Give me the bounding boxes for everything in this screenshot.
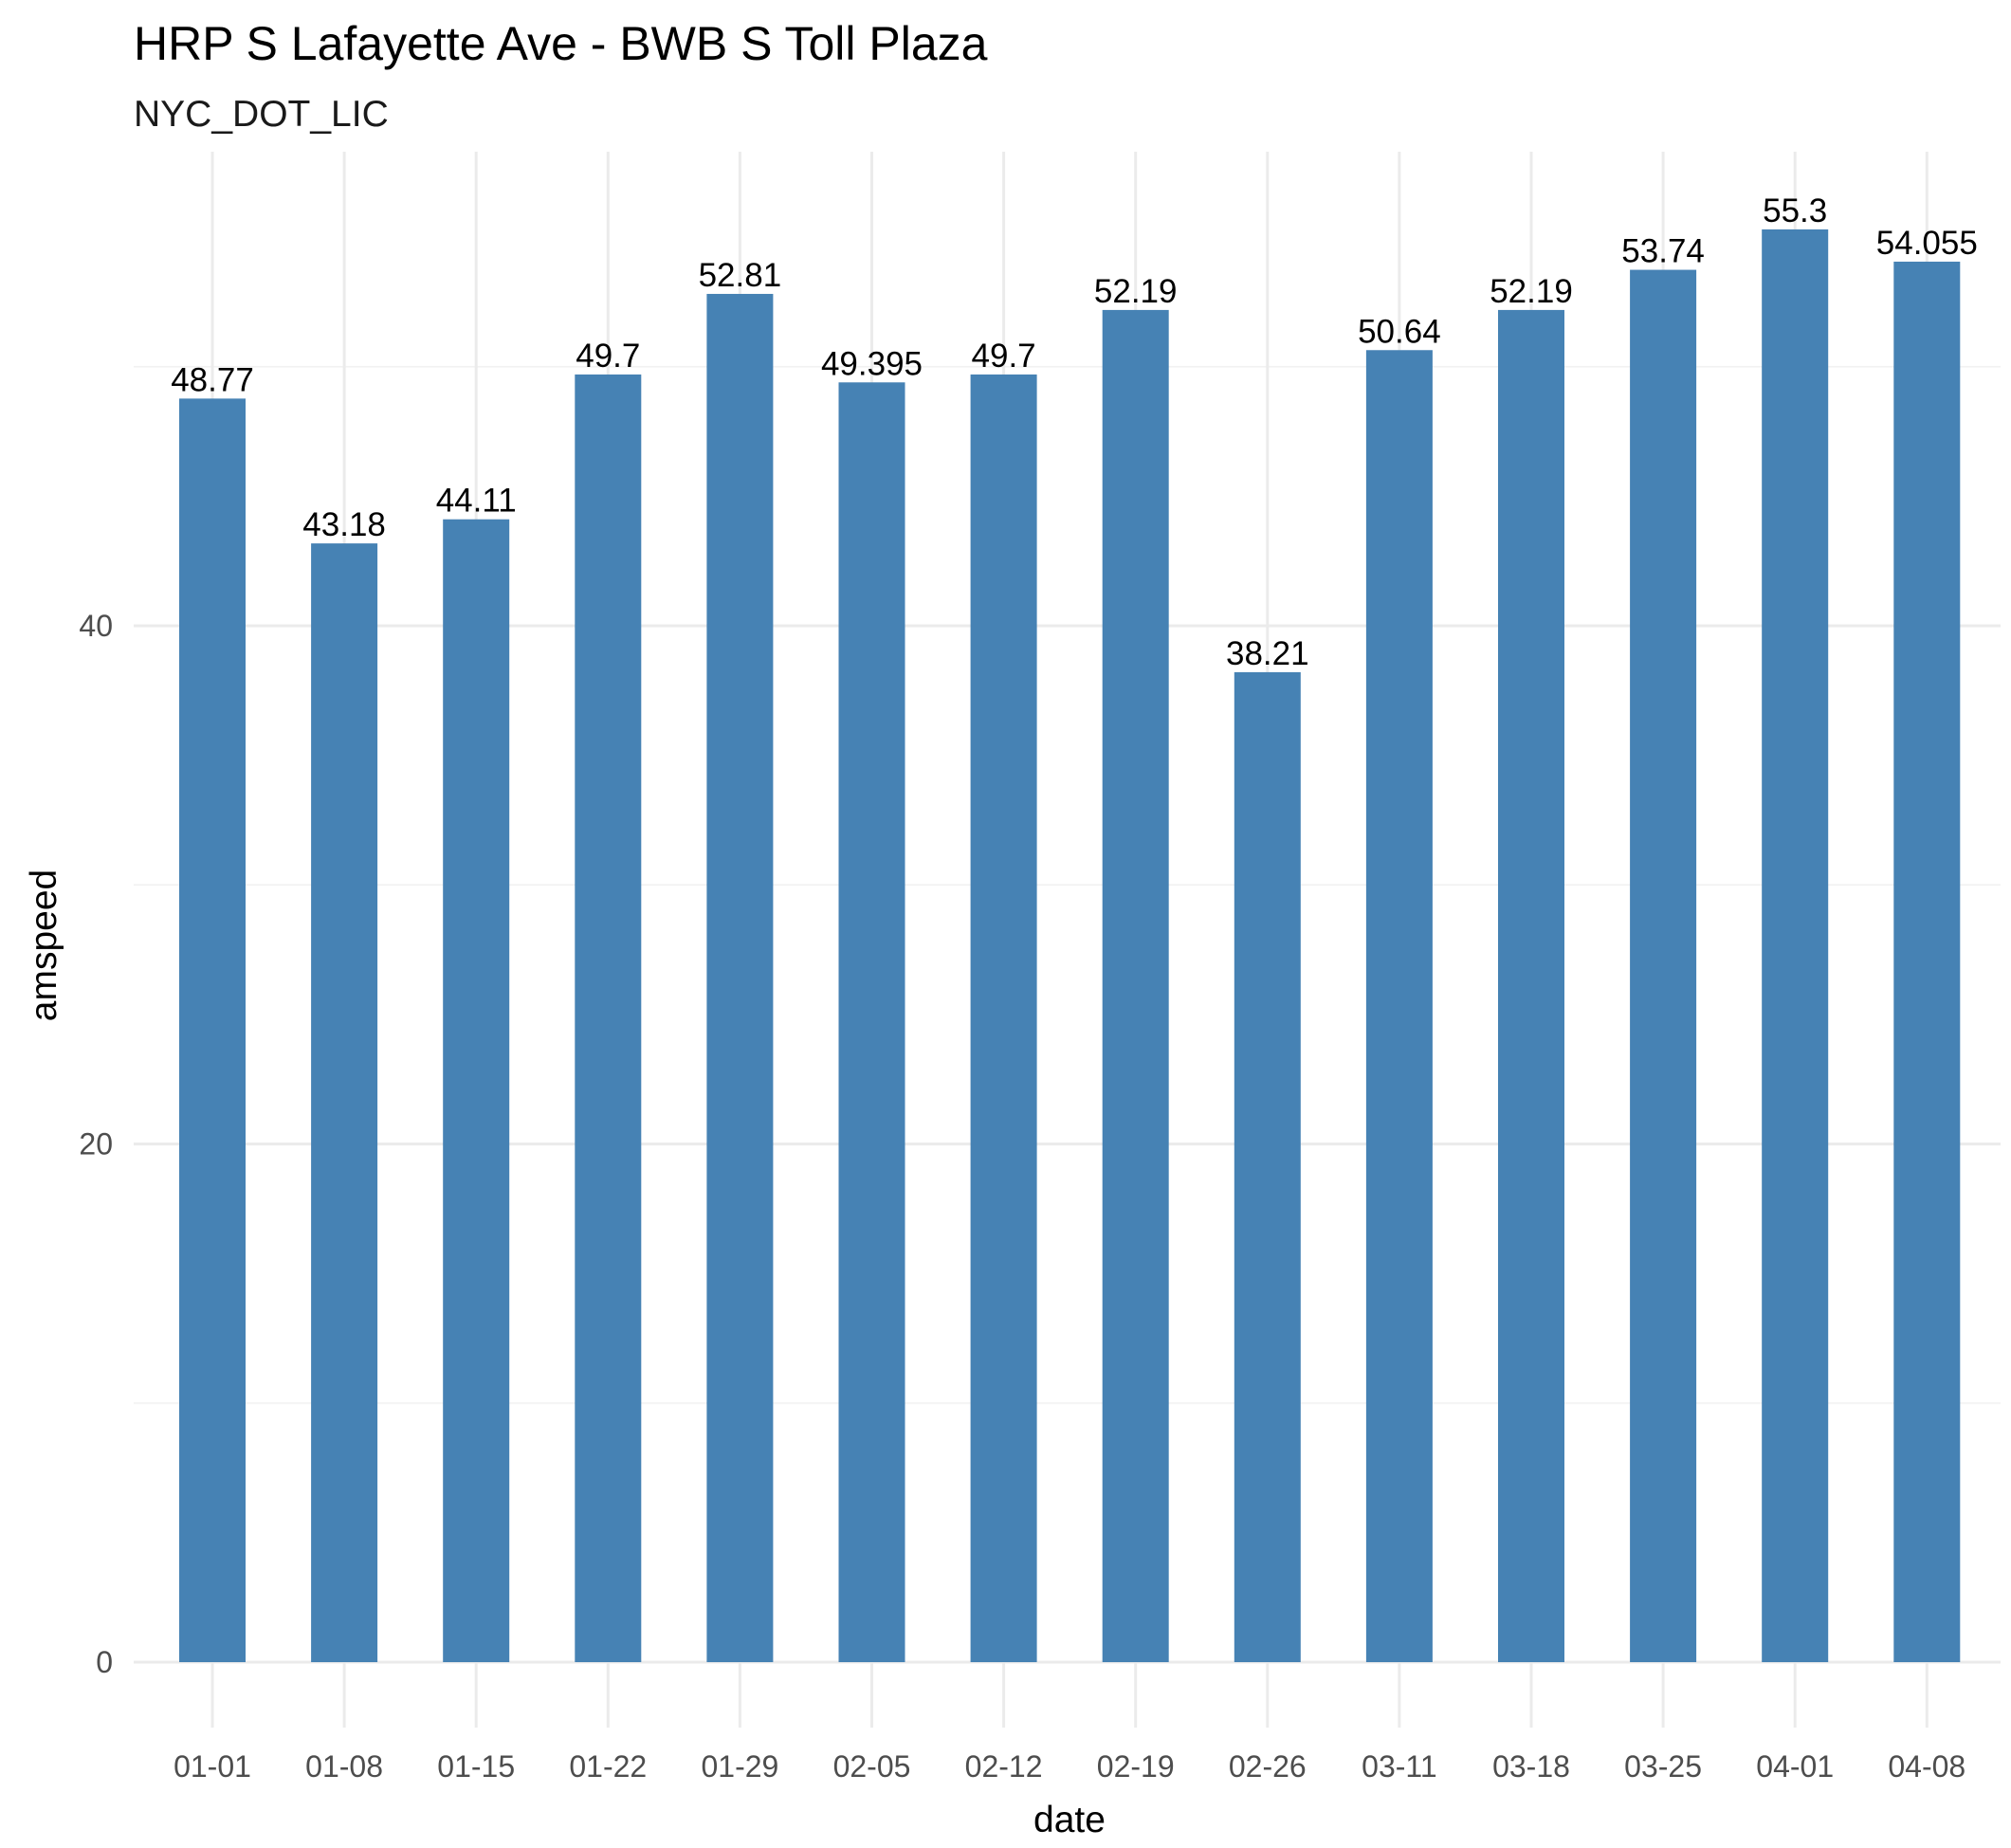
- bar: [179, 398, 246, 1662]
- data-label: 43.18: [302, 506, 386, 543]
- bar: [1893, 261, 1961, 1662]
- x-axis-title: date: [1033, 1800, 1106, 1840]
- x-tick-label: 01-29: [701, 1749, 778, 1784]
- x-axis-ticks: 01-01 01-08 01-15 01-22 01-29 02-05 02-12 02-19…: [174, 1749, 1965, 1784]
- x-tick-label: 02-12: [965, 1749, 1043, 1784]
- chart-title: HRP S Lafayette Ave - BWB S Toll Plaza: [134, 17, 988, 70]
- x-tick-label: 03-18: [1492, 1749, 1570, 1784]
- data-label: 52.19: [1094, 273, 1178, 310]
- data-label: 44.11: [436, 483, 517, 520]
- bar: [1762, 229, 1829, 1663]
- grid: [134, 152, 2001, 1728]
- bar: [1102, 309, 1169, 1663]
- data-label: 49.7: [576, 338, 640, 375]
- y-axis-ticks: 0 20 40: [79, 609, 113, 1679]
- bar: [311, 543, 378, 1663]
- data-label: 48.77: [171, 361, 254, 398]
- x-tick-label: 04-08: [1888, 1749, 1965, 1784]
- bar: [1498, 309, 1564, 1663]
- data-label: 53.74: [1621, 233, 1705, 270]
- x-tick-label: 03-25: [1624, 1749, 1702, 1784]
- x-tick-label: 01-01: [174, 1749, 251, 1784]
- data-label: 55.3: [1763, 192, 1827, 229]
- chart-subtitle: NYC_DOT_LIC: [134, 94, 389, 135]
- bar: [838, 382, 905, 1662]
- x-tick-label: 02-26: [1229, 1749, 1307, 1784]
- y-tick-label: 20: [79, 1127, 113, 1162]
- bar: [575, 374, 642, 1662]
- data-label: 49.395: [821, 345, 923, 382]
- y-axis-title: amspeed: [24, 869, 64, 1021]
- x-tick-label: 01-22: [569, 1749, 647, 1784]
- data-label: 54.055: [1876, 225, 1978, 262]
- data-label: 38.21: [1226, 635, 1309, 672]
- bar: [1365, 350, 1433, 1663]
- x-tick-label: 02-19: [1097, 1749, 1175, 1784]
- bars: [179, 229, 1961, 1663]
- x-tick-label: 01-08: [305, 1749, 383, 1784]
- bar: [443, 519, 510, 1662]
- x-tick-label: 04-01: [1756, 1749, 1834, 1784]
- x-tick-label: 03-11: [1362, 1749, 1436, 1784]
- data-label: 52.81: [699, 257, 782, 294]
- y-tick-label: 0: [96, 1645, 113, 1679]
- y-tick-label: 40: [79, 609, 113, 643]
- bar: [706, 293, 774, 1662]
- data-labels: 48.77 43.18 44.11 49.7 52.81 49.395 49.7 52.19 3…: [171, 192, 1978, 672]
- bar: [1234, 671, 1301, 1662]
- bar: [970, 374, 1037, 1662]
- x-tick-label: 02-05: [833, 1749, 911, 1784]
- data-label: 50.64: [1358, 313, 1441, 350]
- x-tick-label: 01-15: [437, 1749, 515, 1784]
- data-label: 52.19: [1490, 273, 1573, 310]
- data-label: 49.7: [972, 338, 1036, 375]
- bar: [1630, 269, 1697, 1663]
